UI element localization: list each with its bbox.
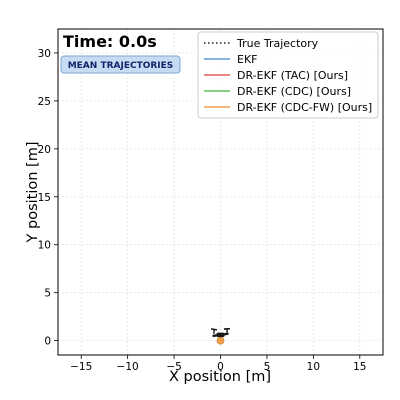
legend-box [197, 31, 379, 119]
time-label: Time: 0.0s [63, 32, 157, 51]
marker-layer [210, 327, 231, 345]
y-tick-label: 20 [38, 144, 51, 156]
x-tick-label: 5 [264, 361, 271, 373]
x-tick-label: 0 [217, 361, 224, 373]
y-tick-label: 30 [38, 48, 51, 60]
drone-icon [210, 327, 231, 338]
mean-trajectories-badge [60, 55, 181, 74]
estimate-marker [216, 336, 225, 345]
x-tick-label: −5 [166, 361, 181, 373]
x-axis-label: X position [m] [169, 369, 271, 385]
drone-left-rotor [210, 328, 218, 331]
legend-label-ekf: EKF [237, 53, 258, 66]
y-tick-label: 5 [44, 288, 51, 300]
legend-label-dr-ekf-cdc-fw: DR-EKF (CDC-FW) [Ours] [237, 101, 372, 114]
legend-label-dr-ekf-cdc: DR-EKF (CDC) [Ours] [237, 85, 351, 98]
badge-label: MEAN TRAJECTORIES [68, 61, 174, 71]
legend-label-true-trajectory: True Trajectory [236, 37, 319, 50]
y-axis-label: Y position [m] [25, 142, 41, 244]
y-tick-label: 15 [38, 192, 51, 204]
y-tick-label: 0 [44, 336, 51, 348]
legend-label-dr-ekf-tac: DR-EKF (TAC) [Ours] [237, 69, 348, 82]
x-tick-label: −10 [117, 361, 139, 373]
ticks: −15 −10 −5 0 5 10 15 0 5 10 15 20 25 30 [38, 48, 367, 373]
y-tick-label: 25 [38, 96, 51, 108]
x-tick-label: 10 [307, 361, 320, 373]
legend: True Trajectory EKF DR-EKF (TAC) [Ours] … [197, 31, 379, 119]
x-tick-label: −15 [70, 361, 92, 373]
x-tick-label: 15 [353, 361, 366, 373]
y-tick-label: 10 [38, 240, 51, 252]
drone-body [216, 332, 225, 338]
